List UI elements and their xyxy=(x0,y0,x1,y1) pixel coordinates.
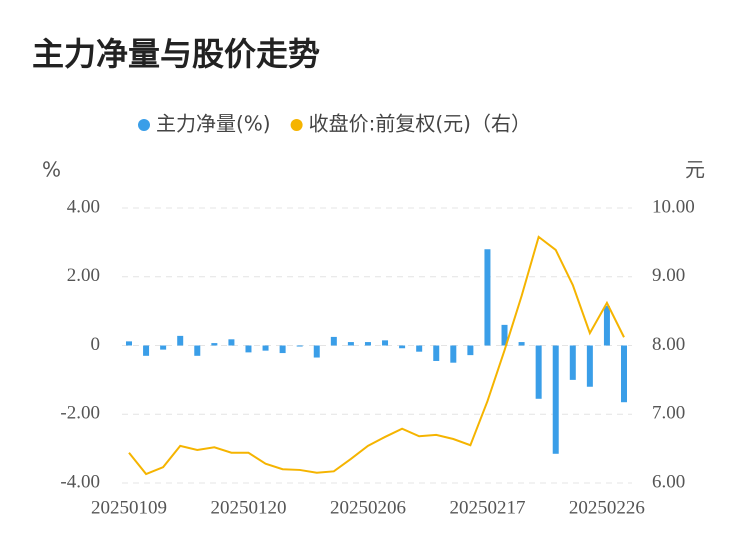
bar xyxy=(126,341,132,346)
bar xyxy=(399,345,406,349)
bar xyxy=(586,345,593,387)
bar xyxy=(484,249,491,346)
bar xyxy=(262,345,269,351)
y2-tick-label: 7.00 xyxy=(652,403,685,424)
bar xyxy=(433,345,440,361)
bar xyxy=(467,345,474,356)
legend-label: 收盘价:前复权(元)（右） xyxy=(309,112,531,136)
bar xyxy=(194,345,201,356)
legend-marker xyxy=(290,119,303,131)
price-line xyxy=(128,235,625,476)
x-tick-label: 20250217 xyxy=(449,497,525,518)
bar xyxy=(603,305,610,346)
bar xyxy=(313,345,320,358)
y-tick-label: 2.00 xyxy=(67,265,100,286)
legend-label: 主力净量(%) xyxy=(156,112,271,136)
legend-marker xyxy=(138,119,150,131)
bar xyxy=(143,345,150,356)
bar xyxy=(552,345,559,454)
y2-tick-label: 10.00 xyxy=(652,196,695,217)
bar xyxy=(160,345,167,350)
bar xyxy=(535,345,542,399)
y2-tick-label: 9.00 xyxy=(652,265,685,286)
bar xyxy=(245,345,252,353)
bar xyxy=(347,342,354,346)
bar xyxy=(364,342,371,346)
bar xyxy=(450,345,457,363)
x-tick-label: 20250206 xyxy=(330,497,406,518)
bar xyxy=(228,339,235,346)
x-tick-label: 20250226 xyxy=(569,497,645,518)
bar xyxy=(382,340,389,346)
bar xyxy=(279,345,286,354)
x-tick-label: 20250120 xyxy=(210,497,286,518)
bar xyxy=(330,336,337,346)
chart-title: 主力净量与股价走势 xyxy=(32,35,320,73)
bar xyxy=(569,345,576,380)
bar xyxy=(296,345,303,347)
y-tick-label: 0 xyxy=(91,334,101,355)
bar xyxy=(177,335,184,346)
y2-tick-label: 6.00 xyxy=(652,471,685,492)
bar xyxy=(211,343,218,346)
bar xyxy=(518,342,525,346)
y2-tick-label: 8.00 xyxy=(652,334,685,355)
bar xyxy=(621,345,627,403)
y-tick-label: -4.00 xyxy=(60,471,100,492)
bar xyxy=(501,324,508,346)
bar xyxy=(416,345,423,352)
y-tick-label: 4.00 xyxy=(67,196,100,217)
y-axis-label: % xyxy=(42,158,61,182)
y2-axis-label: 元 xyxy=(685,158,705,182)
y-tick-label: -2.00 xyxy=(60,403,100,424)
x-tick-label: 20250109 xyxy=(91,497,167,518)
